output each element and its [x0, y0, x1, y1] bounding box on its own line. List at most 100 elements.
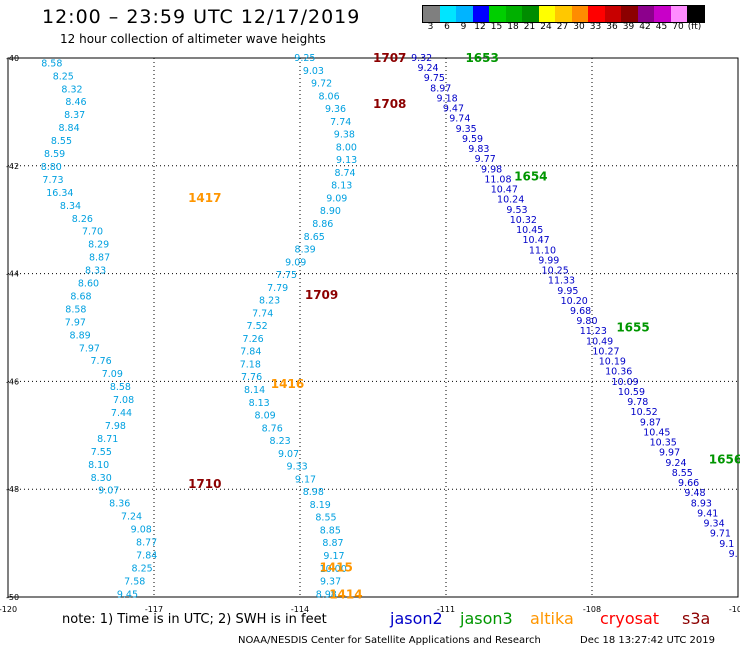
track-b-swh-value: 9.72: [311, 79, 332, 90]
track-b-swh-value: 10.00: [320, 564, 347, 575]
track-c-swh-value: 9.: [729, 549, 738, 560]
legend-swatch: [654, 6, 671, 22]
track-b-swh-value: 7.76: [241, 372, 262, 383]
track-c-swh-value: 10.35: [650, 438, 677, 449]
track-c-swh-value: 10.32: [510, 215, 537, 226]
legend-swatch: [505, 6, 522, 22]
track-c-swh-value: 10.45: [516, 225, 543, 236]
track-b-swh-value: 7.74: [330, 117, 351, 128]
legend-label: (ft): [687, 22, 702, 32]
pass-time-label: 1415: [319, 560, 352, 574]
track-c-swh-value: 9.34: [703, 519, 724, 530]
track-a-swh-value: 8.60: [78, 279, 99, 290]
lat-tick-label: -46: [6, 377, 19, 386]
lat-tick-label: -48: [6, 485, 19, 494]
legend-label: 33: [589, 22, 602, 32]
track-b-swh-value: 7.74: [252, 308, 273, 319]
track-c-swh-value: 8.93: [691, 498, 712, 509]
legend-swatch: [571, 6, 588, 22]
track-a-swh-value: 7.98: [105, 421, 126, 432]
track-b-swh-value: 9.07: [278, 449, 299, 460]
lon-tick-label: -117: [145, 605, 163, 614]
track-b-swh-value: 8.76: [262, 423, 283, 434]
pass-time-label: 1656: [709, 453, 740, 467]
track-a-swh-value: 8.59: [44, 149, 65, 160]
track-b-swh-value: 9.09: [326, 193, 347, 204]
track-c-swh-value: 9.77: [475, 154, 496, 165]
track-c-swh-value: 9.66: [678, 478, 699, 489]
track-c-swh-value: 11.33: [548, 276, 575, 287]
legend-label: 30: [573, 22, 585, 32]
legend-swatch: [472, 6, 489, 22]
legend-label: 24: [540, 22, 552, 32]
track-c-swh-value: 9.98: [481, 164, 502, 175]
track-a-swh-value: 8.55: [51, 136, 72, 147]
track-c-swh-value: 9.68: [570, 306, 591, 317]
track-b-swh-value: 8.09: [255, 411, 276, 422]
track-b-swh-value: 8.23: [259, 296, 280, 307]
track-a-swh-value: 7.55: [91, 447, 112, 458]
track-a-swh-value: 8.58: [65, 304, 86, 315]
track-b-swh-value: 8.00: [336, 142, 357, 153]
track-b-swh-value: 8.65: [304, 232, 325, 243]
lon-tick-label: -111: [437, 605, 455, 614]
track-c-swh-value: 9.32: [411, 53, 432, 64]
credit-line: NOAA/NESDIS Center for Satellite Applica…: [238, 635, 541, 646]
track-c-swh-value: 9.74: [449, 114, 470, 125]
track-b-swh-value: 8.39: [295, 245, 316, 256]
legend-swatch: [522, 6, 539, 22]
pass-time-label: 1654: [514, 170, 547, 184]
track-c-swh-value: 11.23: [580, 326, 607, 337]
track-a-swh-value: 9.45: [117, 589, 138, 600]
track-b-swh-value: 9.03: [303, 66, 324, 77]
track-a-swh-value: 8.10: [88, 460, 109, 471]
lon-tick-label: -108: [583, 605, 601, 614]
legend-label: 27: [556, 22, 569, 32]
satellite-legend-jason2: jason2: [390, 609, 443, 628]
legend-label: 21: [523, 22, 536, 32]
track-b-swh-value: 7.84: [240, 347, 261, 358]
track-c-swh-value: 9.24: [665, 458, 686, 469]
legend-swatch: [555, 6, 572, 22]
track-b-swh-value: 7.18: [240, 359, 261, 370]
track-b-swh-value: 8.87: [322, 538, 343, 549]
pass-time-label: 1707: [373, 51, 406, 65]
track-c-swh-value: 10.27: [592, 346, 619, 357]
track-a-swh-value: 8.89: [70, 330, 91, 341]
track-c-swh-value: 9.97: [659, 448, 680, 459]
legend-label: 18: [507, 22, 519, 32]
track-c-swh-value: 9.53: [506, 205, 527, 216]
track-a-swh-value: 7.73: [42, 175, 63, 186]
track-c-swh-value: 9.95: [557, 286, 578, 297]
track-a-swh-value: 7.09: [102, 369, 123, 380]
lon-tick-label: -120: [0, 605, 17, 614]
track-b-swh-value: 8.13: [249, 398, 270, 409]
track-a-swh-value: 8.26: [72, 214, 93, 225]
track-c-swh-value: 9.18: [437, 93, 458, 104]
track-a-swh-value: 8.87: [89, 253, 110, 264]
track-c-swh-value: 10.19: [599, 357, 626, 368]
pass-time-label: 1417: [188, 191, 221, 205]
track-b-swh-value: 7.26: [243, 334, 264, 345]
track-b-swh-value: 8.19: [310, 500, 331, 511]
track-a-swh-value: 8.30: [91, 473, 112, 484]
track-b-swh-value: 8.98: [316, 589, 337, 600]
track-c-swh-value: 9.71: [710, 529, 731, 540]
legend-label: 6: [444, 22, 450, 32]
lon-tick-label: -105: [729, 605, 740, 614]
legend-label: 36: [606, 22, 618, 32]
track-a-swh-value: 7.84: [136, 550, 157, 561]
track-c-swh-value: 10.20: [561, 296, 588, 307]
track-b-swh-value: 9.38: [334, 130, 355, 141]
track-a-swh-value: 8.80: [41, 162, 62, 173]
track-a-swh-value: 8.37: [64, 110, 85, 121]
legend-label: 9: [460, 22, 467, 32]
track-a-swh-value: 8.58: [41, 58, 62, 69]
lat-tick-label: -42: [6, 162, 19, 171]
track-a-swh-value: 7.97: [65, 317, 86, 328]
track-b-swh-value: 9.33: [287, 462, 308, 473]
legend-swatch: [439, 6, 456, 22]
track-a-swh-value: 8.46: [65, 97, 86, 108]
track-c-swh-value: 11.10: [529, 245, 556, 256]
